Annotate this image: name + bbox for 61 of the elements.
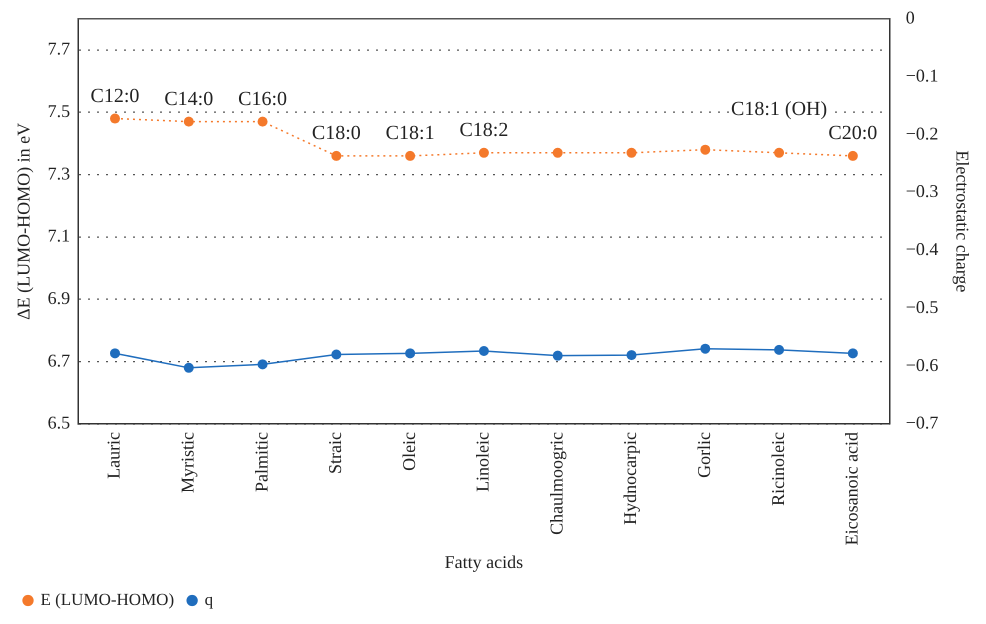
annotation: C16:0 (238, 88, 288, 110)
point (774, 344, 784, 355)
point (700, 344, 710, 354)
y2-axis-title: Electrostatic charge (952, 150, 972, 292)
point (331, 349, 342, 360)
y-tick-label: 6.9 (48, 288, 70, 308)
point (258, 116, 268, 127)
annotation: C18:2 (459, 119, 508, 142)
y-axis-title: ΔE (LUMO-HOMO) in eV (14, 122, 34, 320)
point (478, 148, 489, 158)
x-tick-label: Linoleic (472, 432, 493, 492)
y-tick-label: 7.5 (48, 101, 70, 122)
point (258, 359, 268, 370)
x-tick-label: Straic (325, 432, 346, 474)
y2-tick-label: −0.6 (906, 354, 938, 375)
annotation: C12:0 (90, 84, 140, 107)
y-tick-label: 7.1 (48, 226, 70, 246)
x-tick-label: Ricinoleic (768, 432, 788, 506)
y-tick-label: 6.7 (48, 350, 70, 370)
y2-tick-label: −0.2 (906, 123, 938, 144)
y2-tick-label: −0.5 (906, 296, 938, 317)
legend-label: q (204, 590, 214, 609)
point (184, 116, 194, 127)
point (405, 150, 416, 161)
y-tick-label: 7.3 (48, 163, 70, 184)
point (405, 348, 416, 358)
point (478, 346, 489, 356)
x-tick-label: Oleic (398, 432, 419, 471)
annotation: C14:0 (164, 88, 214, 110)
annotation: C20:0 (828, 122, 878, 144)
point (552, 350, 563, 361)
x-axis-title: Fatty acids (444, 552, 524, 572)
point (552, 148, 563, 158)
point (110, 114, 120, 124)
y-tick-label: 6.5 (48, 412, 70, 433)
point (626, 350, 636, 360)
y2-tick-label: −0.3 (906, 181, 938, 202)
y2-tick-label: −0.7 (906, 412, 938, 433)
y2-tick-label: −0.1 (906, 65, 938, 86)
y2-tick-label: −0.4 (906, 239, 938, 260)
point (626, 148, 636, 158)
x-tick-label: Gorlic (694, 432, 714, 478)
annotation: C18:0 (312, 122, 361, 144)
legend-label: E (LUMO-HOMO) (40, 590, 174, 609)
point (331, 150, 342, 161)
point (774, 148, 784, 158)
point (110, 348, 120, 358)
x-tick-label: Chaulmoogric (546, 432, 566, 535)
x-tick-label: Myristic (178, 432, 198, 493)
point (848, 150, 858, 161)
y-tick-label: 7.7 (48, 38, 70, 59)
annotation: C18:1 (OH) (731, 98, 828, 120)
point (848, 348, 858, 358)
x-tick-label: Palmitic (251, 432, 272, 492)
y2-tick-label: 0 (906, 8, 915, 28)
x-tick-label: Eicosanoic acid (842, 432, 862, 546)
annotation: C18:1 (386, 122, 435, 144)
x-tick-label: Hydnocarpic (620, 432, 640, 525)
point (184, 362, 194, 373)
x-tick-label: Lauric (104, 432, 124, 479)
point (700, 144, 710, 155)
